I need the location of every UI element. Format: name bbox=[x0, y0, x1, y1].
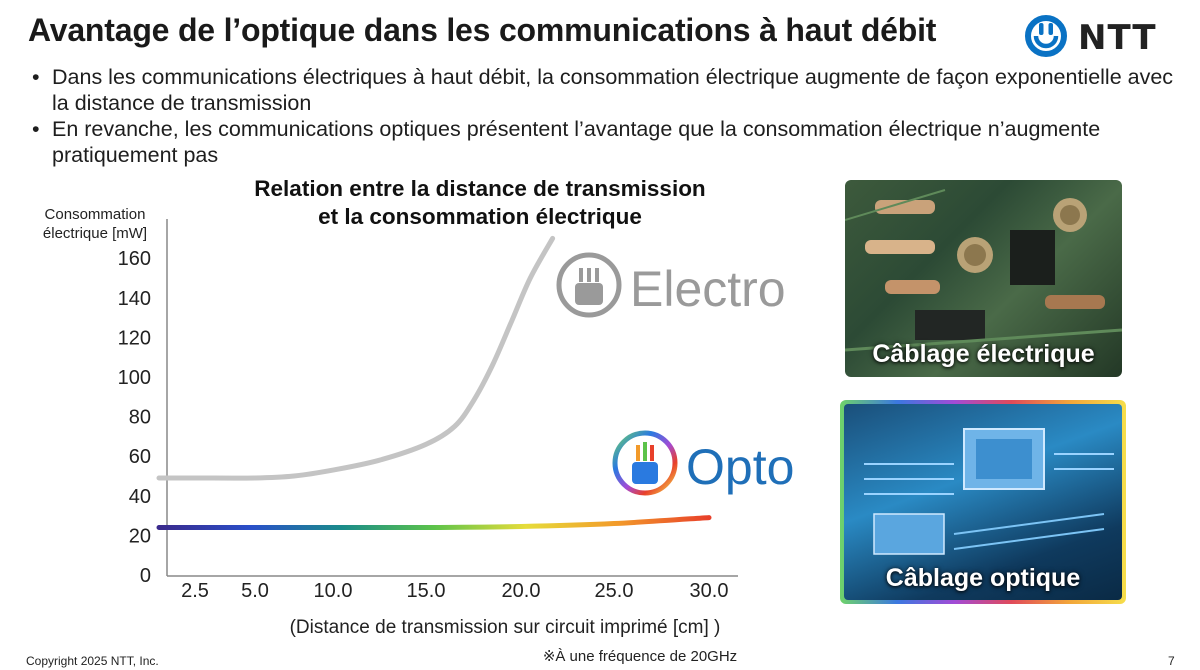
ntt-logo: NTT bbox=[1024, 14, 1164, 62]
y-tick-label: 140 bbox=[118, 288, 151, 310]
y-tick-label: 160 bbox=[118, 248, 151, 270]
x-tick-label: 2.5 bbox=[181, 580, 209, 602]
y-tick-label: 100 bbox=[118, 367, 151, 389]
ntt-logo-text: NTT bbox=[1078, 18, 1157, 58]
x-tick-label: 15.0 bbox=[407, 580, 446, 602]
x-tick-label: 5.0 bbox=[241, 580, 269, 602]
electric-wiring-photo: Câblage électrique bbox=[845, 180, 1122, 377]
ntt-logo-icon bbox=[1025, 15, 1067, 57]
y-tick-label: 120 bbox=[118, 327, 151, 349]
electro-legend-label: Electro bbox=[630, 261, 786, 317]
bullet-list: Dans les communications électriques à ha… bbox=[30, 64, 1180, 168]
opto-legend-label: Opto bbox=[686, 439, 794, 495]
opto-legend: Opto bbox=[612, 430, 794, 496]
frequency-note: ※À une fréquence de 20GHz bbox=[543, 648, 737, 665]
optical-chip-illustration bbox=[864, 428, 1114, 555]
y-axis-label: Consommation électrique [mW] bbox=[43, 206, 147, 242]
x-tick-label: 20.0 bbox=[502, 580, 541, 602]
pcb-illustration bbox=[845, 189, 1122, 352]
optical-wiring-caption: Câblage optique bbox=[885, 564, 1081, 592]
chart-title-line: et la consommation électrique bbox=[318, 204, 642, 229]
copyright: Copyright 2025 NTT, Inc. bbox=[26, 654, 159, 668]
x-tick-label: 25.0 bbox=[595, 580, 634, 602]
x-tick-label: 30.0 bbox=[690, 580, 729, 602]
electro-series-line bbox=[156, 235, 556, 481]
electric-wiring-caption: Câblage électrique bbox=[872, 340, 1095, 368]
power-vs-distance-chart: Consommation électrique [mW] 0 20 40 60 80 10… bbox=[43, 206, 795, 665]
y-tick-label: 80 bbox=[129, 407, 151, 429]
electro-legend: Electro bbox=[556, 252, 786, 318]
chart-title: Relation entre la distance de transmissi… bbox=[180, 175, 780, 231]
x-tick-label: 10.0 bbox=[314, 580, 353, 602]
chart-title-line: Relation entre la distance de transmissi… bbox=[254, 176, 706, 201]
y-axis-label-line: Consommation bbox=[45, 206, 146, 223]
optical-wiring-photo: Câblage optique bbox=[840, 400, 1126, 604]
opto-series-line bbox=[156, 515, 712, 531]
page-title: Avantage de l’optique dans les communica… bbox=[28, 12, 937, 48]
y-tick-label: 0 bbox=[140, 565, 151, 587]
y-axis-label-line: électrique [mW] bbox=[43, 225, 147, 242]
electric-cable-icon bbox=[556, 252, 622, 318]
y-tick-label: 60 bbox=[129, 446, 151, 468]
optical-fiber-icon bbox=[612, 430, 678, 496]
bullet-item: Dans les communications électriques à ha… bbox=[30, 64, 1180, 116]
x-axis-label: (Distance de transmission sur circuit im… bbox=[290, 617, 721, 638]
page-number: 7 bbox=[1168, 654, 1175, 668]
bullet-item: En revanche, les communications optiques… bbox=[30, 116, 1180, 168]
y-tick-label: 20 bbox=[129, 525, 151, 547]
y-tick-label: 40 bbox=[129, 486, 151, 508]
